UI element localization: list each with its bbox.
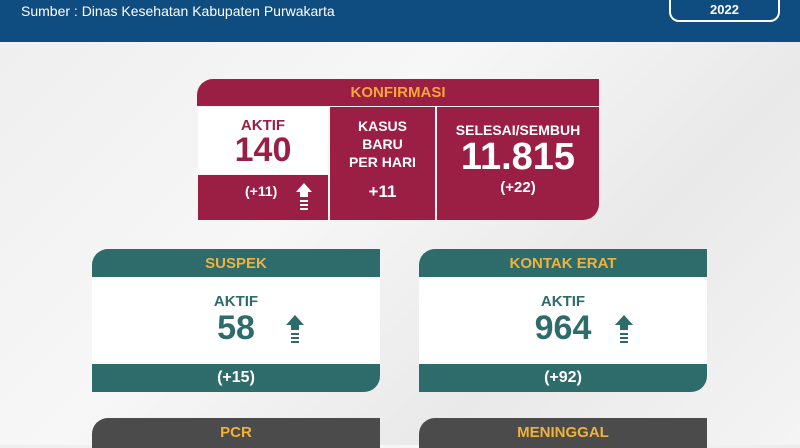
kontak-erat-title: KONTAK ERAT — [419, 249, 707, 277]
selesai-label: SELESAI/SEMBUH — [455, 122, 581, 138]
kontak-erat-change: (+92) — [419, 364, 707, 392]
kontak-erat-label: AKTIF — [540, 293, 586, 310]
aktif-change: (+11) — [245, 183, 278, 199]
meninggal-title: MENINGGAL — [419, 418, 707, 448]
up-arrow-icon — [615, 315, 633, 343]
selesai-change: (+22) — [500, 179, 536, 196]
selesai-cell: SELESAI/SEMBUH 11.815 (+22) — [437, 107, 599, 220]
suspek-card: SUSPEK AKTIF 58 (+15) — [92, 249, 380, 392]
meninggal-card: MENINGGAL — [419, 418, 707, 448]
aktif-cell: AKTIF 140 — [198, 107, 328, 174]
up-arrow-icon — [286, 315, 304, 343]
kasus-label: KASUS — [357, 118, 407, 134]
aktif-value: 140 — [234, 131, 292, 169]
kontak-erat-card: KONTAK ERAT AKTIF 964 (+92) — [419, 249, 707, 392]
source-text: Sumber : Dinas Kesehatan Kabupaten Purwa… — [21, 3, 335, 19]
selesai-value: 11.815 — [460, 136, 576, 178]
header-bar: Sumber : Dinas Kesehatan Kabupaten Purwa… — [0, 0, 800, 42]
aktif-label: AKTIF — [240, 117, 286, 134]
kasus-baru-cell: KASUS BARU PER HARI +11 — [330, 107, 435, 220]
pcr-card: PCR — [92, 418, 380, 448]
up-arrow-icon — [296, 183, 312, 210]
kasus-label: BARU — [362, 136, 403, 152]
suspek-label: AKTIF — [213, 293, 259, 310]
kasus-label: PER HARI — [349, 154, 416, 170]
suspek-title: SUSPEK — [92, 249, 380, 277]
kasus-value: +11 — [368, 182, 397, 201]
kontak-erat-value: 964 — [534, 309, 592, 347]
suspek-value: 58 — [217, 309, 255, 347]
pcr-title: PCR — [92, 418, 380, 448]
aktif-change-cell: (+11) — [198, 175, 328, 220]
konfirmasi-card: KONFIRMASI AKTIF 140 (+11) KASUS BARU PE… — [197, 79, 599, 220]
suspek-change: (+15) — [92, 364, 380, 392]
konfirmasi-title: KONFIRMASI — [197, 79, 599, 106]
year-badge: 2022 — [669, 0, 780, 22]
